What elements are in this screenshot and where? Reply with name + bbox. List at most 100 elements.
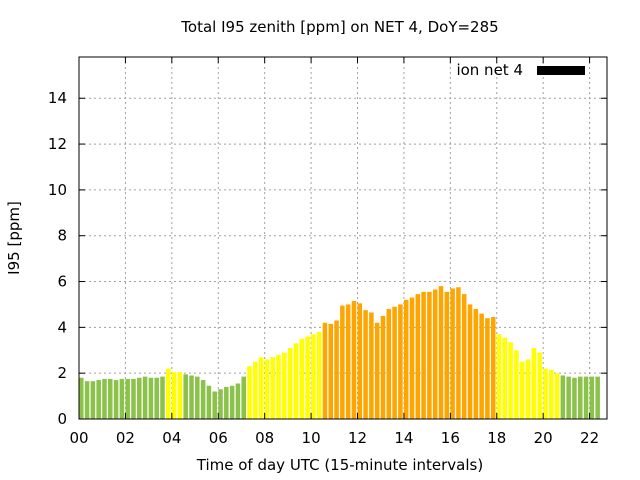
- bar: [218, 389, 223, 419]
- bar: [90, 381, 96, 419]
- bar: [427, 291, 432, 419]
- bar: [270, 357, 275, 419]
- bar: [467, 304, 473, 419]
- bar: [195, 376, 200, 419]
- y-tick-label: 10: [48, 181, 67, 199]
- bar: [282, 352, 287, 419]
- bar: [212, 391, 217, 419]
- bar: [293, 343, 299, 419]
- x-tick-label: 02: [116, 429, 135, 447]
- bar: [340, 305, 345, 419]
- bar: [409, 297, 415, 419]
- bar: [566, 376, 571, 419]
- bar: [398, 304, 403, 419]
- bar: [131, 378, 136, 419]
- bar: [119, 378, 125, 419]
- bar: [514, 350, 519, 419]
- legend-swatch: [537, 66, 585, 75]
- y-tick-label: 6: [57, 273, 67, 291]
- bar: [276, 354, 281, 419]
- bar: [322, 322, 328, 419]
- bar: [183, 374, 188, 419]
- bar: [432, 289, 438, 419]
- bar: [502, 337, 508, 419]
- bar: [496, 334, 502, 419]
- y-axis-label: I95 [ppm]: [5, 201, 23, 275]
- bar: [479, 313, 484, 419]
- bar: [537, 352, 542, 419]
- bar: [572, 377, 577, 419]
- x-tick-label: 04: [162, 429, 181, 447]
- bar: [543, 368, 548, 419]
- bar: [554, 373, 560, 419]
- bar: [450, 288, 455, 419]
- bar: [235, 383, 241, 419]
- bar: [264, 359, 270, 419]
- bar: [548, 369, 554, 419]
- bar: [577, 376, 583, 419]
- bar: [108, 378, 113, 419]
- bar: [200, 380, 206, 419]
- bar: [299, 338, 305, 419]
- bar: [380, 315, 386, 419]
- bar: [316, 331, 322, 419]
- bar: [287, 347, 293, 419]
- bar: [177, 372, 183, 419]
- x-tick-label: 00: [69, 429, 88, 447]
- bar: [137, 377, 142, 419]
- x-tick-label: 06: [209, 429, 228, 447]
- bars: [79, 286, 600, 419]
- bar: [253, 361, 258, 419]
- bar: [415, 294, 421, 419]
- bar: [519, 361, 525, 419]
- bar: [328, 323, 334, 419]
- bar: [490, 317, 496, 419]
- bar: [403, 299, 409, 419]
- bar: [79, 377, 84, 419]
- bar: [311, 334, 316, 419]
- bar: [125, 378, 130, 419]
- bar: [154, 377, 159, 419]
- x-tick-label: 10: [302, 429, 321, 447]
- bar: [241, 376, 246, 419]
- bar: [351, 301, 357, 419]
- bar: [84, 381, 90, 419]
- bar: [374, 322, 380, 419]
- bar: [485, 318, 490, 419]
- bar: [583, 376, 589, 419]
- bar: [595, 376, 600, 419]
- x-tick-label: 16: [441, 429, 460, 447]
- bar: [438, 286, 444, 419]
- bar: [206, 385, 212, 419]
- y-tick-label: 0: [57, 410, 67, 428]
- bar: [96, 380, 101, 419]
- bar: [334, 320, 339, 419]
- bar: [189, 375, 194, 419]
- bar: [456, 287, 461, 419]
- x-tick-label: 14: [394, 429, 413, 447]
- bar: [369, 312, 374, 419]
- x-tick-label: 12: [348, 429, 367, 447]
- bar: [142, 376, 148, 419]
- bar: [508, 342, 513, 419]
- bar: [171, 372, 177, 419]
- y-tick-label: 4: [57, 318, 67, 336]
- bar: [247, 366, 252, 419]
- bar: [305, 336, 310, 419]
- bar: [166, 368, 171, 419]
- bar: [258, 357, 264, 419]
- x-axis-label: Time of day UTC (15-minute intervals): [196, 456, 483, 474]
- y-tick-label: 14: [48, 89, 67, 107]
- bar: [113, 380, 119, 419]
- plot-frame: [78, 56, 608, 420]
- bar: [345, 304, 351, 419]
- y-tick-label: 12: [48, 135, 67, 153]
- x-tick-label: 18: [487, 429, 506, 447]
- bar: [421, 291, 426, 419]
- x-tick-label: 22: [580, 429, 599, 447]
- bar: [160, 376, 165, 419]
- bar: [392, 306, 397, 419]
- bar: [229, 385, 235, 419]
